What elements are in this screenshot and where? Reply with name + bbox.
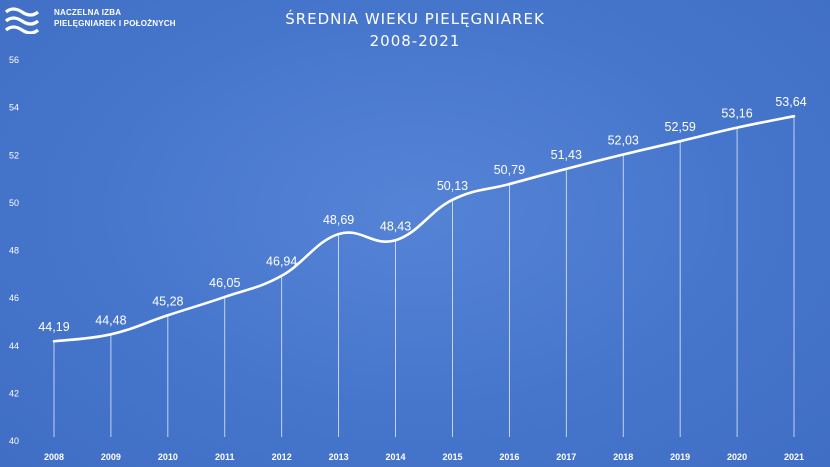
data-label: 46,05	[209, 276, 240, 290]
x-tick-label: 2012	[272, 452, 292, 462]
x-tick-label: 2014	[386, 452, 406, 462]
y-tick-label: 48	[9, 246, 19, 256]
y-tick-label: 52	[9, 150, 19, 160]
chart-title-block: ŚREDNIA WIEKU PIELĘGNIAREK 2008-2021	[0, 8, 830, 52]
data-labels: 44,19 44,48 45,28 46,05 46,94 48,69 48,43 50,13…	[38, 95, 806, 334]
logo-text: NACZELNA IZBA PIELĘGNIAREK I POŁOŻNYCH	[54, 7, 176, 29]
x-tick-label: 2013	[329, 452, 349, 462]
x-tick-label: 2011	[215, 452, 235, 462]
x-tick-label: 2019	[670, 452, 690, 462]
y-tick-label: 50	[9, 198, 19, 208]
data-label: 50,79	[494, 163, 525, 177]
data-label: 44,19	[38, 320, 69, 334]
series-line	[52, 114, 796, 343]
data-label: 53,16	[721, 107, 752, 121]
y-tick-label: 54	[9, 103, 19, 113]
data-label: 48,43	[380, 219, 411, 233]
chart-title: ŚREDNIA WIEKU PIELĘGNIAREK	[285, 10, 545, 28]
x-tick-label: 2008	[44, 452, 64, 462]
x-tick-label: 2018	[613, 452, 633, 462]
data-label: 51,43	[551, 148, 582, 162]
wave-logo-icon	[4, 7, 40, 34]
logo: NACZELNA IZBA PIELĘGNIAREK I POŁOŻNYCH	[4, 4, 176, 34]
data-label: 53,64	[775, 95, 806, 109]
y-tick-label: 46	[9, 293, 19, 303]
x-tick-label: 2015	[442, 452, 462, 462]
data-label: 46,94	[266, 255, 297, 269]
logo-line-2: PIELĘGNIAREK I POŁOŻNYCH	[54, 19, 176, 28]
y-axis: 40 42 44 46 48 50 52 54 56	[9, 55, 19, 446]
x-tick-label: 2009	[101, 452, 121, 462]
x-tick-label: 2016	[499, 452, 519, 462]
x-tick-label: 2020	[727, 452, 747, 462]
data-label: 45,28	[152, 294, 183, 308]
y-tick-label: 44	[9, 341, 19, 351]
x-tick-label: 2021	[784, 452, 804, 462]
data-label: 48,69	[323, 213, 354, 227]
drop-lines	[53, 116, 795, 437]
data-label: 50,13	[437, 179, 468, 193]
data-label: 52,59	[665, 120, 696, 134]
x-tick-label: 2010	[158, 452, 178, 462]
data-label: 52,03	[608, 134, 639, 148]
chart-subtitle: 2008-2021	[369, 32, 461, 50]
y-tick-label: 40	[9, 436, 19, 446]
data-label: 44,48	[95, 313, 126, 327]
x-tick-label: 2017	[556, 452, 576, 462]
y-tick-label: 56	[9, 55, 19, 65]
x-axis: 2008 2009 2010 2011 2012 2013 2014 2015 2016 2017…	[44, 452, 804, 462]
y-tick-label: 42	[9, 388, 19, 398]
logo-line-1: NACZELNA IZBA	[54, 8, 122, 17]
